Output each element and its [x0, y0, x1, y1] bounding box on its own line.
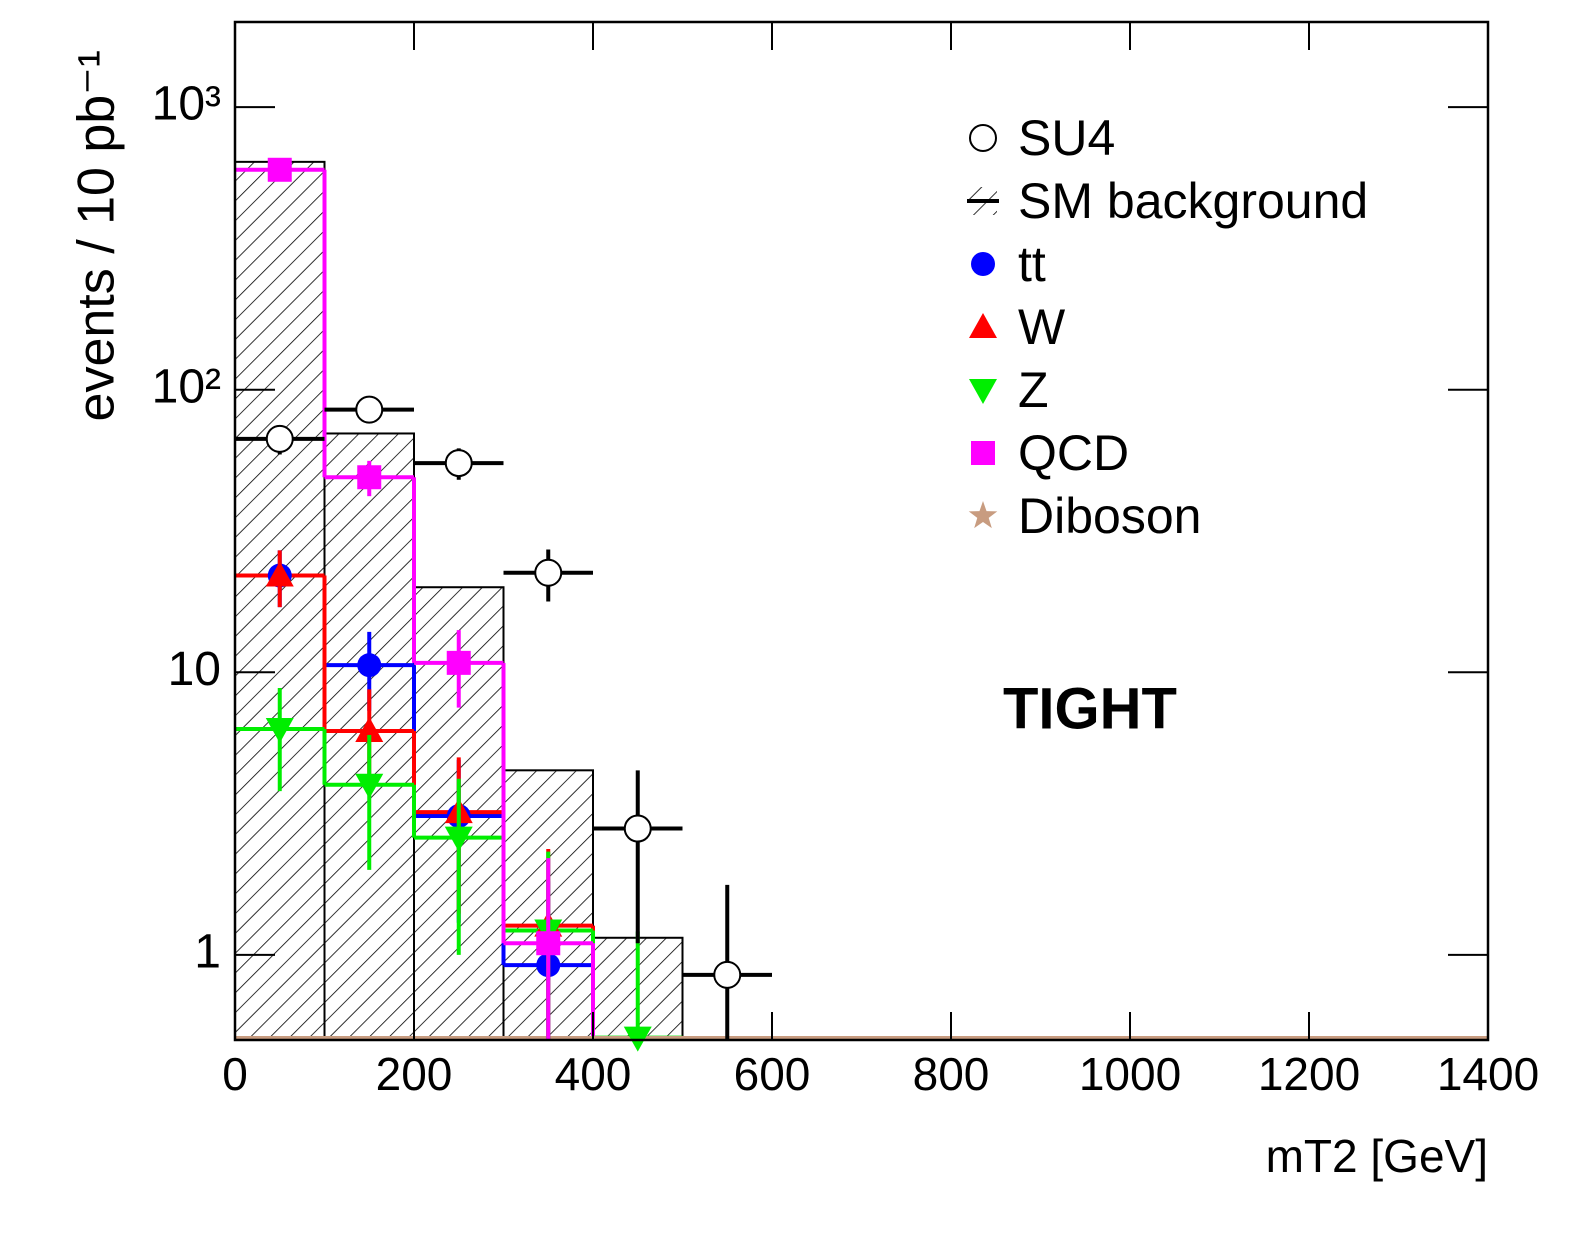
y-axis-title: events / 10 pb⁻¹: [68, 50, 126, 421]
marker: [444, 449, 473, 478]
x-tick-label: 600: [734, 1048, 811, 1100]
legend-label: Diboson: [1018, 488, 1201, 544]
marker: [969, 379, 997, 404]
marker: [623, 814, 652, 843]
marker: [357, 465, 382, 490]
marker: [357, 653, 382, 678]
marker: [968, 501, 998, 529]
marker: [267, 157, 292, 182]
plot-frame: [233, 20, 1490, 1042]
marker: [444, 826, 473, 852]
x-tick-label: 1400: [1437, 1048, 1539, 1100]
x-tick-label: 800: [913, 1048, 990, 1100]
marker: [355, 395, 384, 424]
x-tick-label: 1200: [1258, 1048, 1360, 1100]
x-tick-label: 1000: [1079, 1048, 1181, 1100]
legend-label: W: [1018, 299, 1066, 355]
y-tick-label: 10: [168, 643, 221, 696]
legend-label: tt: [1018, 236, 1046, 292]
annotation: TIGHT: [1003, 676, 1177, 741]
marker: [971, 252, 995, 276]
legend-label: SU4: [1018, 110, 1115, 166]
y-tick-label: 1: [194, 926, 221, 979]
marker: [446, 650, 471, 675]
marker: [265, 424, 294, 453]
marker: [969, 124, 997, 152]
legend-label: Z: [1018, 362, 1049, 418]
x-tick-label: 200: [376, 1048, 453, 1100]
marker: [355, 773, 384, 799]
x-axis-title: mT2 [GeV]: [1266, 1130, 1488, 1182]
marker: [265, 561, 294, 587]
series-points: [267, 157, 561, 1040]
marker: [265, 718, 294, 744]
marker: [355, 716, 384, 742]
y-tick-label: 10³: [152, 78, 221, 131]
x-tick-label: 400: [555, 1048, 632, 1100]
legend-label: SM background: [1018, 173, 1368, 229]
series-points: [235, 395, 772, 1040]
y-tick-label: 10²: [152, 360, 221, 413]
marker: [536, 931, 561, 956]
x-tick-label: 0: [222, 1048, 248, 1100]
marker: [534, 558, 563, 587]
marker: [713, 960, 742, 989]
legend-label: QCD: [1018, 425, 1129, 481]
marker: [971, 441, 995, 465]
marker: [969, 313, 997, 338]
